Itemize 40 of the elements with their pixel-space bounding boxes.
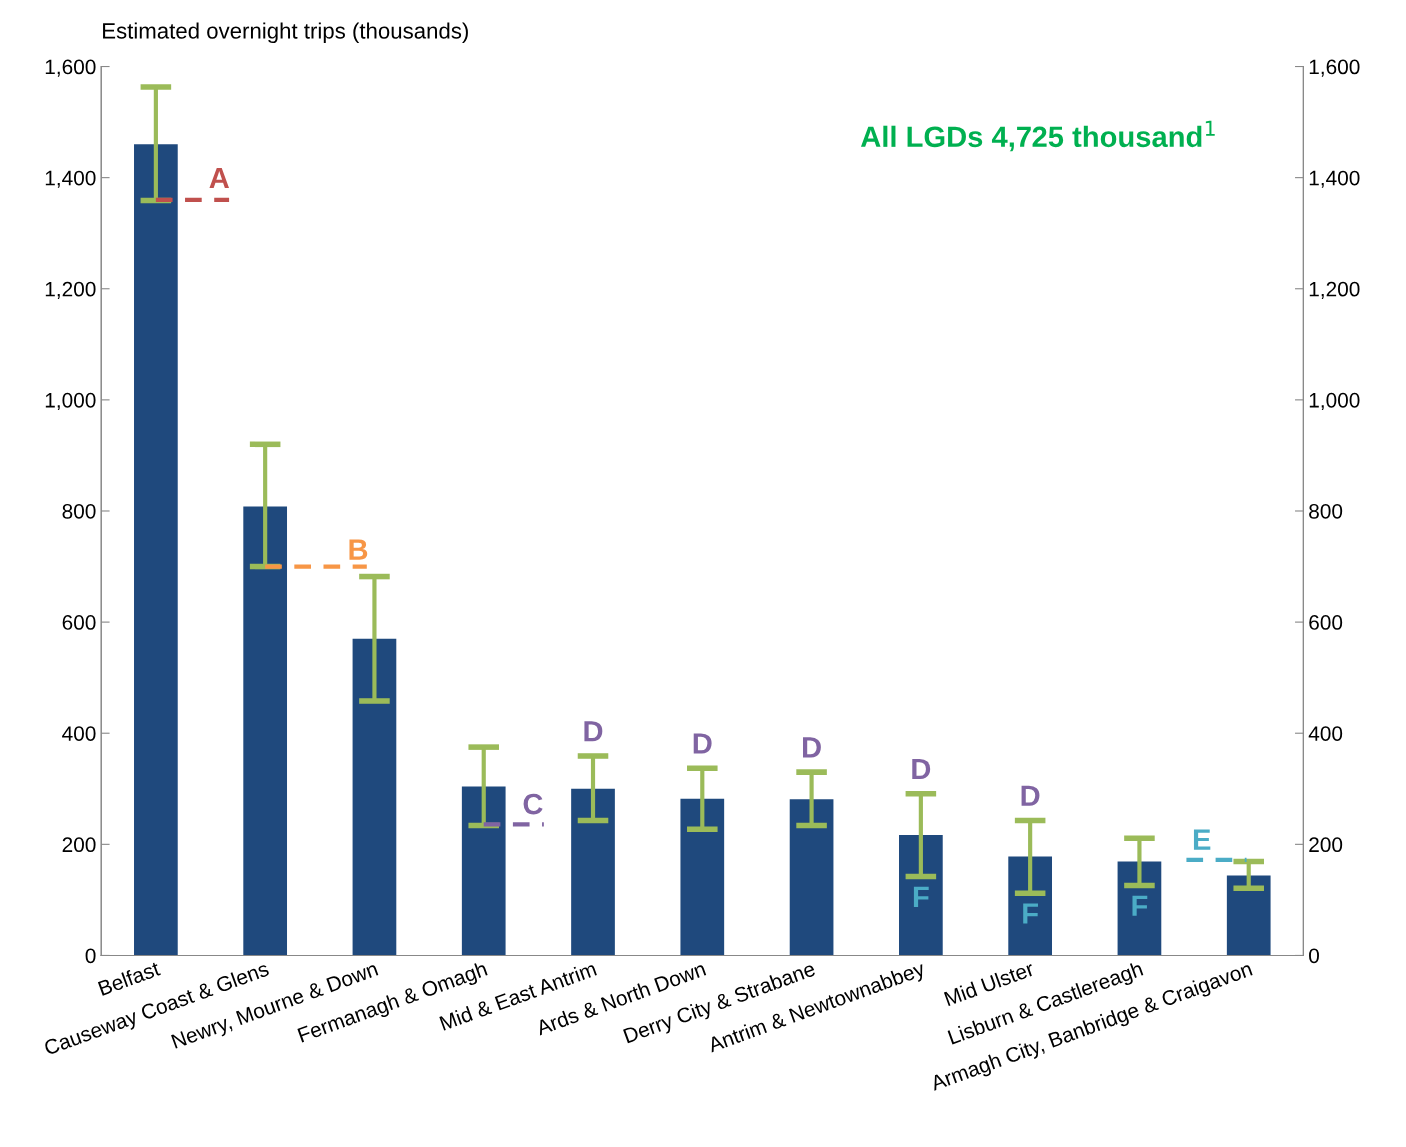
annotation: C <box>523 793 543 815</box>
bar <box>899 834 943 956</box>
bar <box>680 798 725 956</box>
y-tick-label: 1,600 <box>45 59 96 77</box>
y-tick-label: 200 <box>62 837 96 853</box>
y-axis-title: Estimated overnight trips (thousands) <box>103 22 468 44</box>
bar <box>1226 875 1271 956</box>
annotation: A <box>209 167 230 188</box>
y-tick-label: 400 <box>62 726 96 741</box>
annotation: D <box>584 721 603 742</box>
annotation: F <box>1023 903 1038 924</box>
annotation: F <box>913 886 929 907</box>
y2-tick-label: 600 <box>1309 615 1343 630</box>
annotation: E <box>1193 829 1211 850</box>
annotation: B <box>349 539 368 560</box>
y2-tick-label: 1,000 <box>1309 392 1360 411</box>
bar <box>1008 856 1053 956</box>
annotation: D <box>912 759 931 780</box>
y-tick-label: 800 <box>62 503 96 519</box>
annotation: All LGDs 4,725 thousand$^{1}$ <box>860 120 1215 152</box>
bar <box>352 638 397 956</box>
y2-tick-label: 1,200 <box>1309 281 1360 299</box>
y-tick-label: 1,400 <box>45 170 96 188</box>
y-tick-label: 0 <box>85 948 96 964</box>
y2-tick-label: 1,400 <box>1309 170 1360 188</box>
y2-tick-label: 400 <box>1308 726 1343 741</box>
y-tick-label: 600 <box>62 615 96 630</box>
bar <box>789 799 834 956</box>
annotation: D <box>1021 785 1040 806</box>
y2-tick-label: 1,600 <box>1309 59 1360 77</box>
y2-tick-label: 0 <box>1309 948 1319 964</box>
y-tick-label: 1,000 <box>45 392 96 411</box>
bar <box>1117 861 1162 956</box>
annotation: D <box>803 737 821 758</box>
annotation: F <box>1132 895 1148 916</box>
bar <box>571 788 615 956</box>
y2-tick-label: 200 <box>1309 837 1343 853</box>
y2-tick-label: 800 <box>1309 503 1343 519</box>
y-tick-label: 1,200 <box>45 281 96 299</box>
annotation: D <box>693 733 712 754</box>
